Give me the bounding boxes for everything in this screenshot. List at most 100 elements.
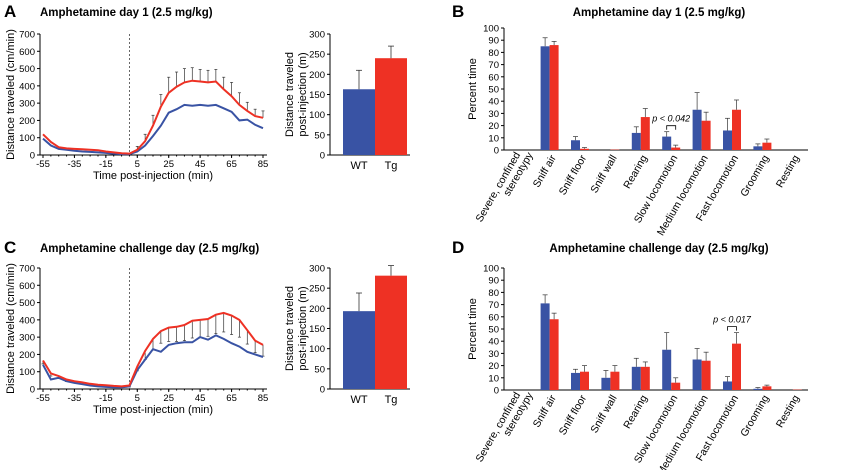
x-category-label-line: Sniff floor	[557, 393, 590, 438]
panel-title-d: Amphetamine challenge day (2.5 mg/kg)	[549, 243, 768, 255]
bar-wt	[571, 140, 580, 150]
bar-wt	[540, 303, 550, 390]
y-tick-label: 100	[19, 367, 35, 378]
y-tick-label: 400	[19, 81, 35, 92]
y-tick-label: 10	[488, 133, 499, 144]
x-tick-label: -55	[36, 159, 50, 170]
y-tick-label: 80	[488, 48, 499, 59]
bar-tg	[701, 120, 711, 150]
bar-tg	[610, 371, 620, 390]
y-tick-label: 70	[488, 60, 499, 71]
bar-wt	[631, 366, 641, 390]
panel-label-b: B	[452, 2, 464, 21]
y-axis-label: Distance traveled (cm/min)	[5, 29, 17, 160]
x-category-label: Grooming	[738, 393, 772, 439]
y-tick-label: 400	[19, 315, 35, 326]
bar-tg	[762, 142, 772, 150]
y-tick-label: 100	[309, 344, 325, 355]
y-axis-label-line: Distance traveled	[284, 52, 296, 137]
y-axis-label: Distance traveledpost-injection (m)	[284, 52, 309, 137]
bar-wt	[723, 130, 732, 150]
y-tick-label: 150	[309, 324, 325, 335]
y-tick-label: 600	[19, 47, 35, 58]
bar-tg	[640, 117, 650, 150]
y-tick-label: 200	[309, 70, 325, 81]
bar-wt	[662, 349, 672, 390]
y-tick-label: 700	[19, 30, 35, 41]
y-tick-label: 250	[309, 284, 325, 295]
y-tick-label: 200	[19, 350, 35, 361]
x-category-label-line: Grooming	[738, 393, 772, 439]
bar-wt	[343, 311, 375, 389]
significance-label: p < 0.042	[651, 114, 690, 124]
significance-label: p < 0.017	[712, 315, 752, 325]
chart-a-line: 0 100 200 300 400 500 600 700 -55 -35 -15 5 25 45 65 85…	[5, 29, 268, 182]
y-tick-label: 0	[30, 151, 35, 162]
bar-tg	[640, 366, 650, 390]
bar-tg	[732, 109, 741, 150]
bar-tg	[549, 319, 559, 390]
series-line-tg	[42, 311, 264, 388]
x-tick-label: -55	[36, 393, 50, 404]
y-tick-label: 0	[494, 146, 499, 157]
series-line-tg	[42, 79, 264, 155]
panel-label-d: D	[452, 238, 464, 257]
bar-tg	[549, 45, 559, 150]
significance-bracket	[727, 326, 737, 331]
bar-wt	[601, 377, 611, 390]
x-category-label-line: Rearing	[621, 393, 650, 431]
x-category-label: Resting	[774, 393, 802, 430]
y-tick-label: 100	[483, 264, 499, 275]
y-tick-label: 0	[30, 385, 35, 396]
y-axis-label-line: Distance traveled	[284, 286, 296, 371]
x-tick-label: -15	[99, 393, 113, 404]
bar-wt	[723, 381, 732, 390]
y-tick-label: 0	[494, 386, 499, 397]
y-tick-label: 100	[483, 24, 499, 35]
x-category-label: Tg	[385, 394, 398, 406]
y-tick-label: 200	[309, 304, 325, 315]
significance-bracket	[666, 125, 677, 130]
x-category-label-line: Resting	[774, 393, 802, 430]
bar-wt	[631, 132, 641, 150]
bar-wt	[692, 359, 702, 390]
x-tick-label: -15	[99, 159, 113, 170]
x-tick-label: 45	[195, 159, 206, 170]
panel-label-c: C	[4, 238, 16, 257]
panel-title-a: Amphetamine day 1 (2.5 mg/kg)	[40, 7, 213, 19]
x-tick-label: 25	[163, 393, 174, 404]
x-category-label: Rearing	[621, 393, 650, 431]
y-tick-label: 50	[314, 364, 325, 375]
x-axis-label: Time post-injection (min)	[93, 170, 213, 182]
x-category-label: Grooming	[738, 153, 772, 199]
panel-label-a: A	[4, 2, 16, 21]
y-tick-label: 50	[488, 85, 499, 96]
x-category-label: Sniff wall	[588, 393, 619, 435]
y-tick-label: 20	[488, 361, 499, 372]
bar-wt	[753, 146, 763, 150]
y-tick-label: 90	[488, 276, 499, 287]
y-tick-label: 80	[488, 288, 499, 299]
y-tick-label: 100	[309, 110, 325, 121]
x-category-label: Severe, confinedstereotypy	[473, 144, 536, 230]
x-category-label: Rearing	[621, 153, 650, 191]
bar-wt	[692, 109, 702, 150]
bar-tg	[580, 371, 589, 390]
bar-wt	[662, 136, 672, 150]
bar-wt	[571, 372, 580, 390]
x-category-label-line: Resting	[774, 153, 802, 190]
x-tick-label: -35	[68, 159, 82, 170]
y-axis-label-line: post-injection (m)	[297, 286, 309, 370]
y-axis-label: Distance traveled (cm/min)	[5, 263, 17, 394]
panel-title-b: Amphetamine day 1 (2.5 mg/kg)	[573, 7, 746, 19]
y-tick-label: 150	[309, 90, 325, 101]
x-tick-label: 5	[135, 159, 140, 170]
y-tick-label: 10	[488, 373, 499, 384]
x-category-label: Sniff floor	[557, 393, 590, 438]
x-axis-label: Time post-injection (min)	[93, 404, 213, 416]
x-category-label: Severe, confinedstereotypy	[473, 384, 536, 470]
x-category-label: WT	[350, 394, 367, 406]
x-category-label-line: Sniff wall	[588, 153, 619, 195]
